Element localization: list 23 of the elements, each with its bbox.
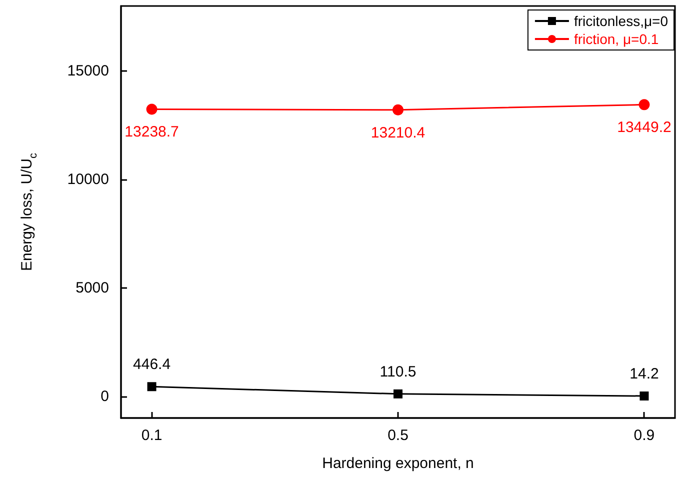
data-label: 13238.7 bbox=[124, 124, 179, 141]
x-tick-label: 0.5 bbox=[388, 427, 408, 444]
legend-label: fricitonless,μ=0 bbox=[574, 13, 668, 29]
point bbox=[638, 99, 650, 110]
x-tick-label: 0.1 bbox=[141, 427, 162, 444]
y-axis-title: Energy loss, U/Uc bbox=[18, 152, 40, 272]
point bbox=[392, 104, 404, 116]
y-tick-label: 0 bbox=[100, 388, 109, 405]
legend-label: friction, μ=0.1 bbox=[574, 31, 659, 47]
data-label: 13210.4 bbox=[370, 124, 426, 142]
point bbox=[394, 389, 402, 398]
data-label: 13449.2 bbox=[617, 119, 672, 136]
point bbox=[640, 392, 649, 401]
y-tick-label: 10000 bbox=[67, 170, 109, 188]
y-tick-label: 5000 bbox=[76, 279, 109, 296]
point bbox=[147, 382, 156, 392]
data-label: 446.4 bbox=[133, 356, 171, 374]
x-tick-label: 0.9 bbox=[634, 427, 655, 444]
y-tick-label: 15000 bbox=[67, 62, 109, 80]
data-label: 14.2 bbox=[630, 366, 659, 383]
point bbox=[146, 104, 158, 115]
data-label: 110.5 bbox=[380, 363, 416, 380]
x-axis-title: Hardening exponent, n bbox=[322, 455, 474, 472]
